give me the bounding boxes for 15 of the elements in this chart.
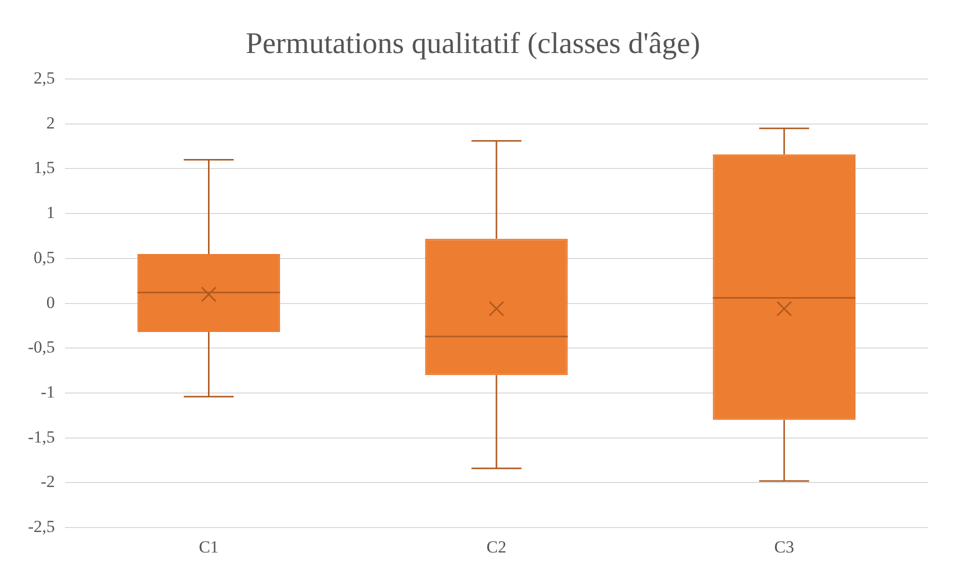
y-tick-label: 2,5: [34, 68, 55, 88]
y-tick-label: -1: [40, 382, 55, 402]
y-tick-label: 1: [46, 203, 55, 222]
x-tick-label: C1: [198, 537, 219, 556]
x-tick-label: C3: [774, 537, 794, 556]
y-tick-label: -2: [40, 472, 55, 492]
y-tick-label: 2: [46, 113, 55, 132]
x-tick-label: C2: [486, 537, 506, 556]
y-tick-label: -0,5: [28, 338, 55, 357]
y-tick-label: -2,5: [28, 517, 55, 536]
chart-title: Permutations qualitatif (classes d'âge): [246, 26, 700, 60]
y-tick-label: 0,5: [34, 248, 55, 267]
y-tick-label: -1,5: [28, 427, 55, 446]
y-tick-label: 0: [46, 292, 55, 312]
y-tick-label: 1,5: [34, 158, 55, 178]
